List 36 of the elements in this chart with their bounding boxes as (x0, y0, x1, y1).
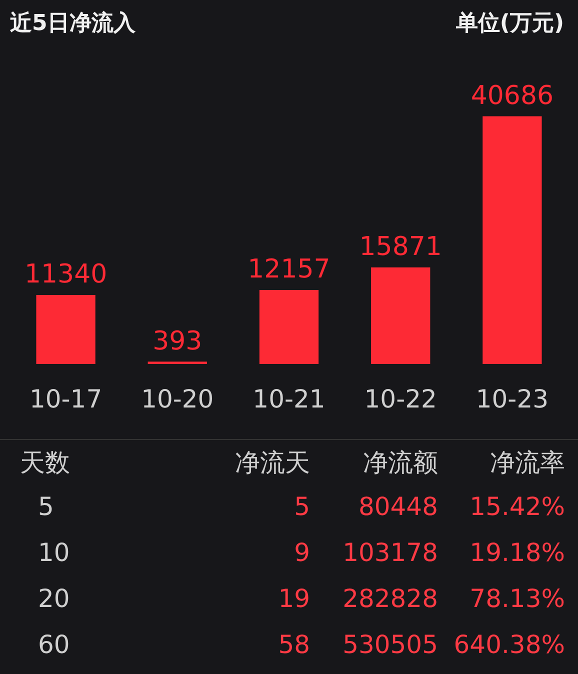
text: 530505 (342, 630, 438, 659)
text: 20 (38, 584, 70, 613)
text: 5 (294, 492, 310, 521)
chart-title: 近5日净流入 (10, 10, 136, 38)
text: 19 (278, 584, 310, 613)
text: 9 (294, 538, 310, 567)
x-tick-label: 10-22 (364, 384, 437, 414)
text: 天数 (20, 447, 70, 479)
data-label: 15871 (359, 232, 442, 262)
text: 640.38% (454, 630, 565, 659)
data-label: 393 (152, 326, 202, 356)
bar (36, 294, 96, 364)
text: 净流额 (363, 447, 438, 479)
data-label: 40686 (470, 81, 554, 112)
text: 5 (38, 492, 54, 521)
text: 净流天 (235, 447, 310, 479)
text: 103178 (342, 538, 438, 567)
bar (482, 116, 542, 364)
text: 60 (38, 630, 70, 659)
text: 78.13% (470, 584, 565, 613)
data-label: 11340 (24, 260, 108, 290)
text: 净流率 (490, 447, 565, 479)
text: 282828 (342, 584, 438, 613)
x-tick-label: 10-23 (476, 384, 549, 414)
text: 15.42% (470, 492, 565, 521)
text: 单位(万元) (456, 10, 564, 38)
x-tick-label: 10-21 (252, 384, 326, 414)
text: 58 (278, 630, 310, 659)
text: 19.18% (470, 538, 565, 567)
x-tick-label: 10-20 (141, 384, 214, 414)
x-tick-label: 10-17 (29, 384, 102, 414)
data-label: 12157 (248, 254, 330, 285)
bar (259, 290, 319, 364)
text: 10 (38, 538, 70, 567)
text: 80448 (358, 492, 438, 521)
bar (371, 267, 430, 364)
